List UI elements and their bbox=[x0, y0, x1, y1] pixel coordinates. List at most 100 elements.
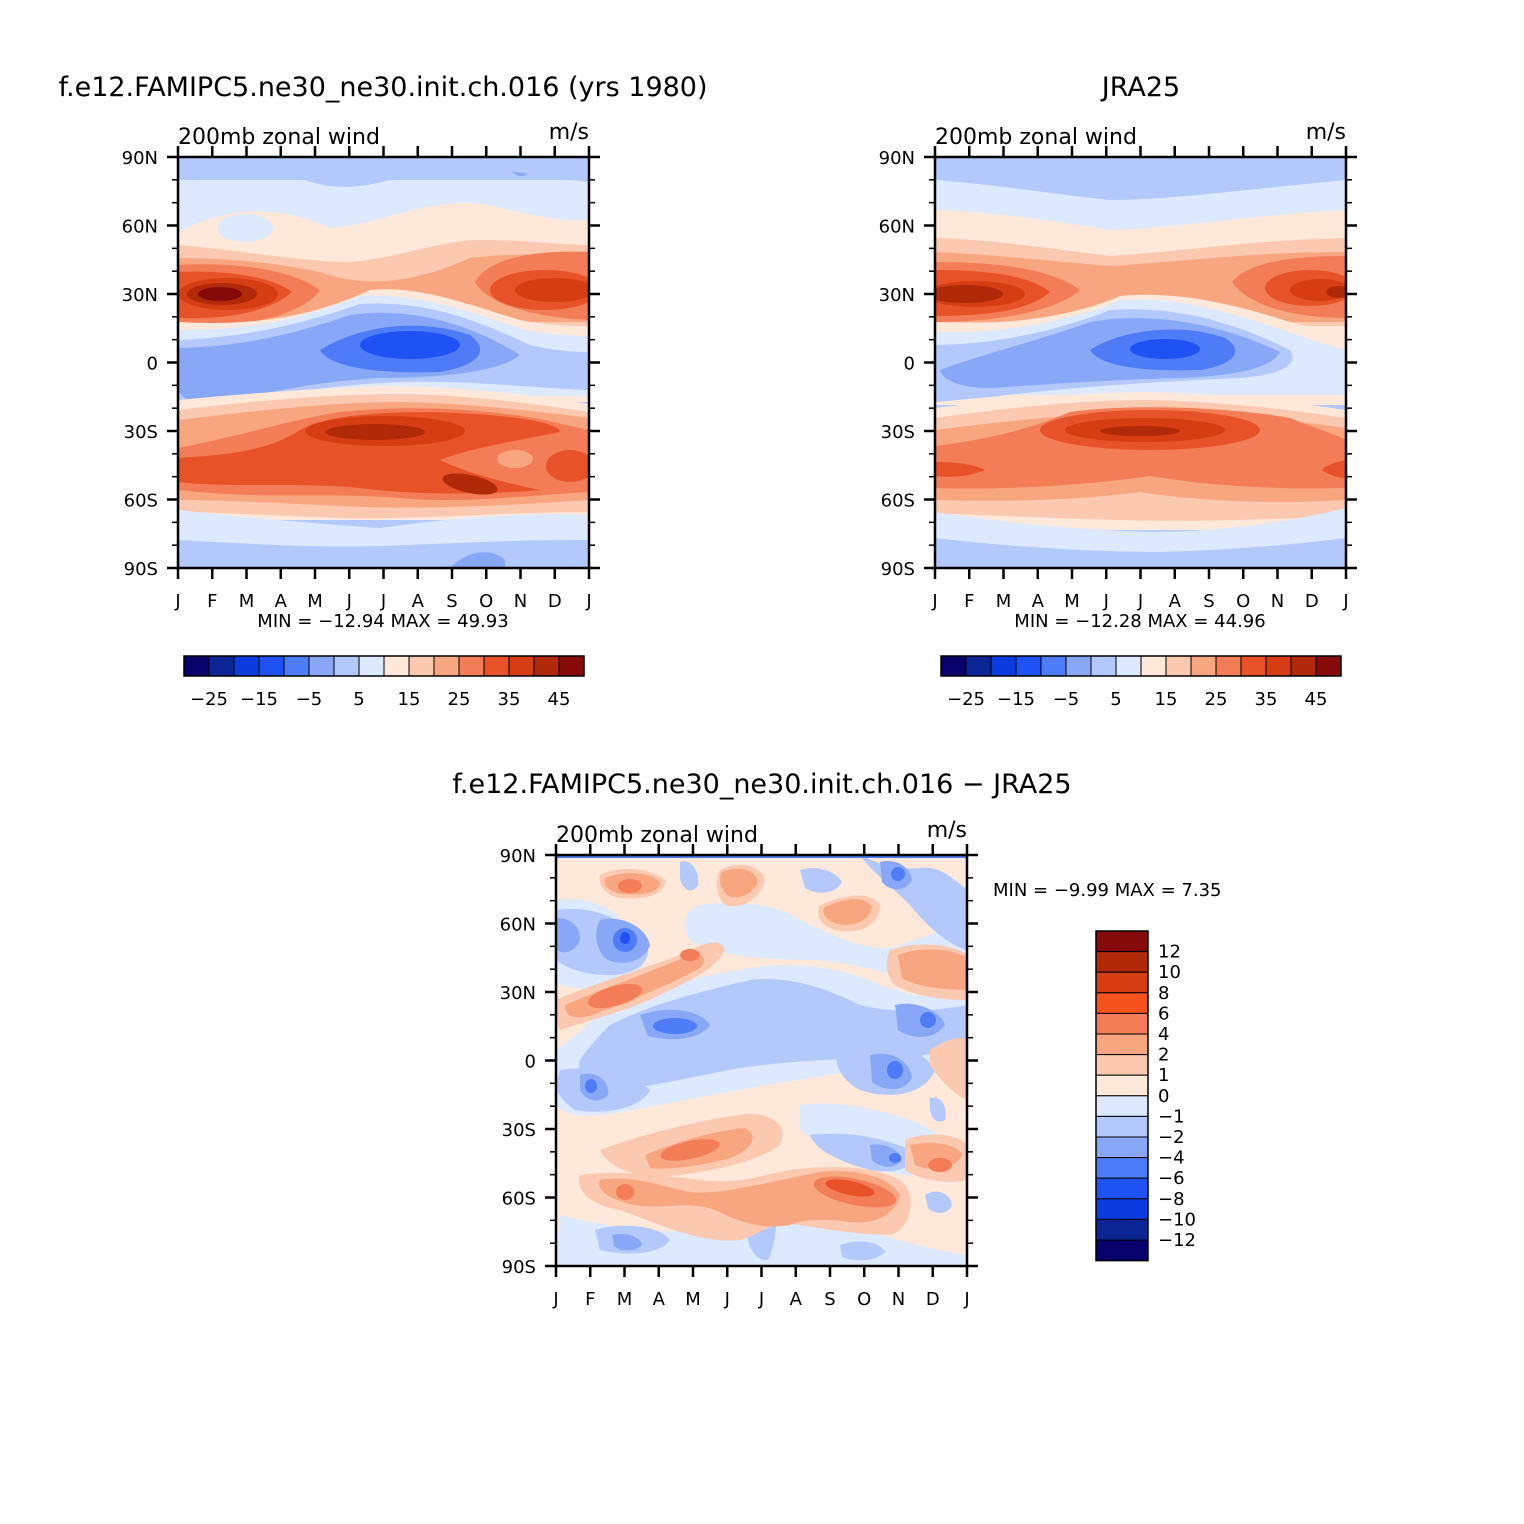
contour-band bbox=[840, 1241, 885, 1261]
y-tick-label: 60N bbox=[500, 915, 536, 936]
colorbar-label: −25 bbox=[190, 689, 228, 710]
x-tick-label: S bbox=[1203, 591, 1214, 612]
contour-field bbox=[935, 157, 1346, 568]
contour-band bbox=[680, 861, 699, 891]
colorbar-swatch bbox=[1095, 1095, 1149, 1117]
colorbar-swatch bbox=[990, 655, 1017, 677]
panel-obs: JRA25 200mb zonal wind m/s bbox=[879, 72, 1357, 710]
colorbar-swatch bbox=[1095, 951, 1149, 973]
x-tick-label: M bbox=[685, 1289, 701, 1310]
colorbar-swatch bbox=[183, 655, 210, 677]
colorbar-label: 35 bbox=[1255, 689, 1278, 710]
y-tick-label: 30S bbox=[502, 1120, 536, 1141]
y-tick-label: 0 bbox=[147, 354, 158, 375]
colorbar-swatch bbox=[558, 655, 585, 677]
y-tick-label: 60S bbox=[124, 491, 158, 512]
panel-title: f.e12.FAMIPC5.ne30_ne30.init.ch.016 (yrs… bbox=[58, 72, 707, 103]
x-tick-label: O bbox=[1236, 591, 1250, 612]
colorbar-swatch bbox=[1015, 655, 1042, 677]
colorbar-swatch bbox=[283, 655, 310, 677]
x-tick-label: O bbox=[857, 1289, 871, 1310]
colorbar-label: 10 bbox=[1158, 962, 1181, 983]
colorbar-swatch bbox=[1095, 1198, 1149, 1220]
contour-band bbox=[515, 278, 589, 302]
contour-band bbox=[895, 1003, 945, 1037]
y-tick-label: 60S bbox=[502, 1189, 536, 1210]
colorbar-swatch bbox=[1095, 1074, 1149, 1097]
x-tick-label: J bbox=[724, 1289, 730, 1310]
colorbar-label: 1 bbox=[1158, 1065, 1169, 1086]
colorbar-swatch bbox=[1065, 655, 1092, 677]
colorbar-label: −25 bbox=[947, 689, 985, 710]
contour-band bbox=[198, 287, 242, 301]
colorbar-swatch bbox=[1290, 655, 1317, 677]
x-tick-label: D bbox=[1305, 591, 1319, 612]
colorbar-swatch bbox=[1095, 1177, 1149, 1200]
contour-field bbox=[178, 157, 589, 568]
colorbar-label: −15 bbox=[240, 689, 278, 710]
contour-band bbox=[800, 868, 842, 893]
x-tick-label: A bbox=[1032, 591, 1045, 612]
contour-band bbox=[620, 932, 630, 944]
colorbar-swatch bbox=[533, 655, 560, 677]
x-tick-label: F bbox=[585, 1289, 595, 1310]
contour-band bbox=[587, 983, 643, 1009]
x-tick-label: M bbox=[307, 591, 323, 612]
colorbar-swatch bbox=[1315, 655, 1342, 677]
x-tick-label: D bbox=[548, 591, 562, 612]
colorbar-label: 6 bbox=[1158, 1003, 1169, 1024]
colorbar-label: −15 bbox=[997, 689, 1035, 710]
contour-band bbox=[889, 1153, 901, 1163]
contour-band bbox=[585, 1079, 597, 1093]
colorbar-frame bbox=[183, 655, 585, 677]
y-tick-label: 90N bbox=[122, 148, 158, 169]
x-tick-label: N bbox=[1271, 591, 1284, 612]
y-tick-label: 30N bbox=[879, 285, 915, 306]
contour-band bbox=[920, 1012, 936, 1028]
x-tick-label: N bbox=[514, 591, 527, 612]
x-tick-label: J bbox=[174, 591, 180, 612]
colorbar-swatch bbox=[233, 655, 260, 677]
colorbar-swatch bbox=[1265, 655, 1292, 677]
min-max-stats: MIN = −9.99 MAX = 7.35 bbox=[993, 880, 1222, 901]
x-tick-label: F bbox=[964, 591, 974, 612]
x-tick-label: J bbox=[1342, 591, 1348, 612]
colorbar-label: 12 bbox=[1158, 942, 1181, 963]
y-tick-label: 90N bbox=[500, 846, 536, 867]
contour-band bbox=[887, 1061, 903, 1079]
x-tick-label: J bbox=[963, 1289, 969, 1310]
x-tick-label: A bbox=[790, 1289, 803, 1310]
units-label: m/s bbox=[927, 818, 967, 843]
contour-band bbox=[1130, 339, 1200, 359]
contour-band bbox=[825, 1179, 875, 1197]
colorbar-label: 25 bbox=[448, 689, 471, 710]
units-label: m/s bbox=[1306, 120, 1346, 145]
colorbar-label: 15 bbox=[398, 689, 421, 710]
contour-band bbox=[1100, 426, 1180, 436]
colorbar-swatch bbox=[940, 655, 967, 677]
colorbar-swatch bbox=[1240, 655, 1267, 677]
contour-band bbox=[930, 1038, 967, 1100]
units-label: m/s bbox=[549, 120, 589, 145]
colorbar-swatch bbox=[358, 655, 385, 677]
colorbar: −25 −15 −5 5 15 25 35 45 bbox=[940, 655, 1342, 710]
colorbar-label: −12 bbox=[1158, 1230, 1196, 1251]
colorbar-swatch bbox=[1095, 1054, 1149, 1076]
x-tick-label: J bbox=[758, 1289, 764, 1310]
colorbar-label: 4 bbox=[1158, 1024, 1169, 1045]
contour-band bbox=[928, 1158, 952, 1172]
x-tick-label: O bbox=[479, 591, 493, 612]
colorbar-swatch bbox=[1095, 1218, 1149, 1241]
colorbar-label: 8 bbox=[1158, 983, 1169, 1004]
contour-band bbox=[660, 1139, 720, 1161]
contour-band bbox=[891, 867, 905, 881]
contour-band bbox=[653, 1018, 697, 1034]
colorbar-label: 0 bbox=[1158, 1086, 1169, 1107]
contour-band bbox=[497, 450, 533, 468]
y-tick-label: 60N bbox=[879, 217, 915, 238]
y-tick-label: 0 bbox=[904, 354, 915, 375]
contour-band bbox=[1326, 286, 1346, 298]
